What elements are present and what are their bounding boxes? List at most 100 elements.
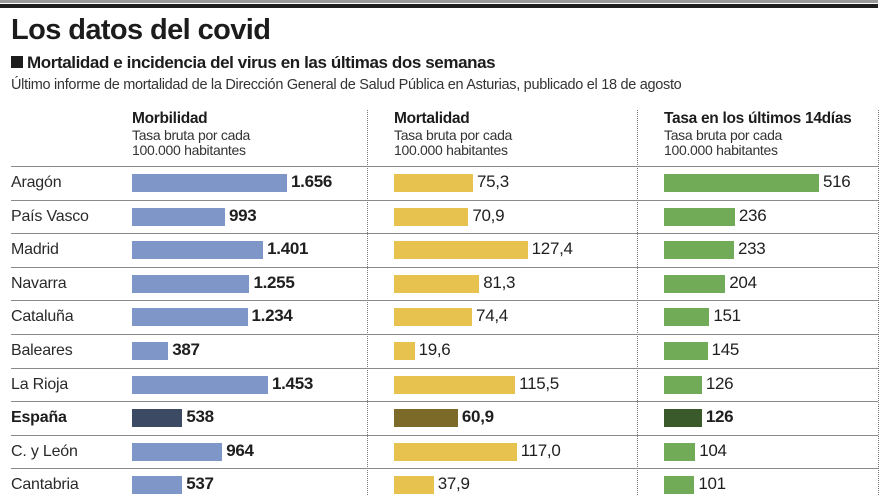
bar-tasa14 (664, 442, 696, 461)
column-header-tasa14: Tasa en los últimos 14días Tasa bruta po… (664, 110, 852, 158)
table-row: C. y León 964 117,0 104 (11, 434, 878, 469)
table-row: Aragón 1.656 75,3 516 (11, 166, 878, 200)
row-label: País Vasco (11, 207, 89, 225)
value-label-tasa14: 233 (737, 239, 766, 259)
table-row: Navarra 1.255 81,3 204 (11, 266, 878, 301)
value-label-morbilidad: 537 (186, 474, 214, 494)
bar-mortalidad (394, 174, 473, 192)
table-row: España 538 60,9 126 (11, 401, 878, 435)
table-row: La Rioja 1.453 115,5 126 (11, 367, 878, 402)
column-title: Mortalidad (394, 110, 470, 127)
bar-morbilidad (132, 342, 169, 360)
column-subtitle-line2: 100.000 habitantes (394, 142, 508, 158)
value-label-tasa14: 145 (711, 340, 740, 359)
value-label-morbilidad: 993 (228, 205, 257, 225)
bar-mortalidad (394, 409, 458, 428)
source-note: Último informe de mortalidad de la Direc… (11, 77, 682, 93)
bar-tasa14 (664, 342, 708, 360)
bar-mortalidad (394, 442, 517, 461)
bar-tasa14 (664, 375, 702, 394)
table-row: Cantabria 537 37,9 101 (11, 468, 878, 502)
row-label: España (11, 409, 67, 427)
value-label-morbilidad: 1.234 (251, 306, 293, 326)
page-title: Los datos del covid (11, 14, 271, 46)
bar-mortalidad (394, 308, 473, 327)
table-row: Cataluña 1.234 74,4 151 (11, 300, 878, 334)
bar-morbilidad (132, 274, 250, 293)
column-divider (878, 110, 879, 495)
column-divider (367, 110, 368, 495)
row-label: Cantabria (11, 476, 79, 494)
row-label: Aragón (11, 174, 62, 191)
value-label-tasa14: 151 (713, 306, 741, 326)
top-rule-thick (0, 4, 878, 8)
bar-tasa14 (664, 476, 695, 495)
row-label: Navarra (11, 274, 67, 292)
column-subtitle-line1: Tasa bruta por cada (132, 127, 251, 143)
value-label-morbilidad: 1.656 (291, 172, 333, 191)
bar-morbilidad (132, 308, 248, 327)
bar-tasa14 (664, 174, 819, 192)
value-label-morbilidad: 387 (172, 340, 200, 359)
bar-tasa14 (664, 241, 734, 260)
value-label-mortalidad: 75,3 (477, 172, 509, 191)
value-label-mortalidad: 70,9 (472, 205, 505, 225)
value-label-tasa14: 104 (699, 440, 727, 460)
row-label: La Rioja (11, 375, 69, 393)
chart-subtitle-text: Mortalidad e incidencia del virus en las… (27, 53, 496, 72)
column-title: Tasa en los últimos 14días (664, 110, 852, 127)
bar-mortalidad (394, 241, 528, 260)
table-row: Baleares 387 19,6 145 (11, 334, 878, 368)
bar-morbilidad (132, 409, 183, 428)
table-row: Madrid 1.401 127,4 233 (11, 233, 878, 267)
column-subtitle-line2: 100.000 habitantes (664, 142, 778, 158)
value-label-morbilidad: 1.453 (271, 373, 314, 393)
row-label: Madrid (11, 241, 59, 259)
column-header-morbilidad: Morbilidad Tasa bruta por cada 100.000 h… (132, 110, 250, 158)
row-label: Baleares (11, 342, 73, 359)
column-subtitle-line1: Tasa bruta por cada (394, 127, 513, 143)
bar-morbilidad (132, 442, 223, 461)
square-bullet-icon (11, 56, 23, 68)
bar-morbilidad (132, 207, 225, 226)
column-subtitle-line1: Tasa bruta por cada (664, 127, 783, 143)
value-label-tasa14: 236 (738, 205, 767, 225)
value-label-mortalidad: 81,3 (483, 272, 516, 292)
value-label-morbilidad: 1.401 (267, 239, 309, 259)
bar-mortalidad (394, 207, 469, 226)
table-row: País Vasco 993 70,9 236 (11, 199, 878, 234)
bar-mortalidad (394, 274, 480, 293)
row-label: Cataluña (11, 308, 74, 326)
value-label-tasa14: 204 (729, 272, 757, 292)
bar-tasa14 (664, 207, 735, 226)
bar-tasa14 (664, 308, 710, 327)
value-label-morbilidad: 964 (226, 440, 254, 460)
bar-mortalidad (394, 375, 516, 394)
chart-subtitle: Mortalidad e incidencia del virus en las… (11, 53, 496, 73)
value-label-mortalidad: 127,4 (531, 239, 573, 259)
bar-morbilidad (132, 174, 287, 192)
value-label-tasa14: 101 (698, 474, 726, 494)
value-label-mortalidad: 117,0 (520, 440, 561, 460)
value-label-morbilidad: 1.255 (253, 272, 295, 292)
column-divider (637, 110, 638, 495)
bar-morbilidad (132, 375, 268, 394)
value-label-mortalidad: 115,5 (519, 373, 559, 393)
bar-mortalidad (394, 476, 434, 495)
bar-morbilidad (132, 241, 264, 260)
column-subtitle-line2: 100.000 habitantes (132, 142, 246, 158)
value-label-tasa14: 516 (823, 172, 851, 191)
value-label-tasa14: 126 (705, 373, 734, 393)
value-label-mortalidad: 60,9 (461, 407, 494, 427)
bar-tasa14 (664, 409, 702, 428)
value-label-mortalidad: 19,6 (418, 340, 451, 359)
value-label-mortalidad: 37,9 (437, 474, 470, 494)
value-label-tasa14: 126 (705, 407, 734, 427)
bar-tasa14 (664, 274, 726, 293)
row-label: C. y León (11, 442, 78, 460)
column-header-mortalidad: Mortalidad Tasa bruta por cada 100.000 h… (394, 110, 512, 158)
bar-mortalidad (394, 342, 415, 360)
column-title: Morbilidad (132, 110, 208, 127)
top-rule-thin (0, 0, 878, 3)
value-label-mortalidad: 74,4 (476, 306, 508, 326)
